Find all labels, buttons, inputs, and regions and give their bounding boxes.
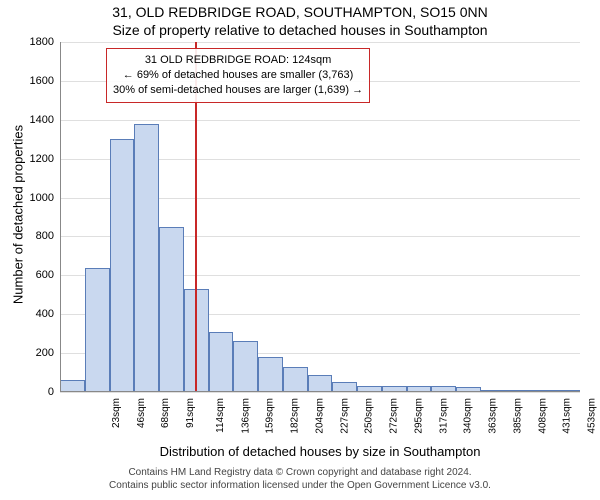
histogram-bar	[233, 341, 258, 392]
x-tick-label: 431sqm	[562, 398, 573, 434]
histogram-bar	[134, 124, 159, 392]
histogram-bar	[85, 268, 110, 392]
x-tick-label: 114sqm	[215, 398, 226, 433]
x-tick-label: 385sqm	[513, 398, 524, 434]
histogram-bar	[110, 139, 135, 392]
y-axis-label: Number of detached properties	[11, 115, 26, 315]
x-tick-label: 317sqm	[438, 398, 449, 434]
grid-line	[60, 42, 580, 43]
histogram-bar	[209, 332, 234, 392]
x-tick-label: 204sqm	[314, 398, 325, 434]
y-tick-label: 200	[14, 347, 54, 359]
x-tick-label: 272sqm	[389, 398, 400, 434]
x-tick-label: 408sqm	[537, 398, 548, 434]
x-tick-label: 250sqm	[364, 398, 375, 434]
footer-line-1: Contains HM Land Registry data © Crown c…	[0, 466, 600, 479]
x-tick-label: 136sqm	[240, 398, 251, 434]
x-tick-label: 227sqm	[339, 398, 350, 434]
x-tick-label: 453sqm	[587, 398, 598, 434]
annotation-line-2: ← 69% of detached houses are smaller (3,…	[113, 68, 363, 83]
x-tick-label: 46sqm	[136, 398, 147, 428]
histogram-bar	[308, 375, 333, 393]
x-tick-label: 295sqm	[413, 398, 424, 434]
x-tick-label: 363sqm	[488, 398, 499, 434]
annotation-line-3: 30% of semi-detached houses are larger (…	[113, 83, 363, 98]
y-tick-label: 1600	[14, 75, 54, 87]
footer-credits: Contains HM Land Registry data © Crown c…	[0, 466, 600, 492]
chart-title: Size of property relative to detached ho…	[0, 22, 600, 38]
histogram-bar	[159, 227, 184, 392]
footer-line-2: Contains public sector information licen…	[0, 479, 600, 492]
x-tick-label: 340sqm	[463, 398, 474, 434]
grid-line	[60, 392, 580, 393]
x-tick-label: 68sqm	[160, 398, 171, 428]
grid-line	[60, 120, 580, 121]
x-tick-label: 91sqm	[185, 398, 196, 428]
x-tick-label: 159sqm	[265, 398, 276, 434]
x-tick-label: 182sqm	[290, 398, 301, 434]
histogram-bar	[283, 367, 308, 392]
histogram-bar	[258, 357, 283, 392]
x-axis-label: Distribution of detached houses by size …	[60, 444, 580, 459]
y-tick-label: 0	[14, 386, 54, 398]
annotation-box: 31 OLD REDBRIDGE ROAD: 124sqm ← 69% of d…	[106, 48, 370, 103]
annotation-line-1: 31 OLD REDBRIDGE ROAD: 124sqm	[113, 53, 363, 68]
y-tick-label: 1800	[14, 36, 54, 48]
chart-supertitle: 31, OLD REDBRIDGE ROAD, SOUTHAMPTON, SO1…	[0, 4, 600, 20]
x-tick-label: 23sqm	[111, 398, 122, 428]
